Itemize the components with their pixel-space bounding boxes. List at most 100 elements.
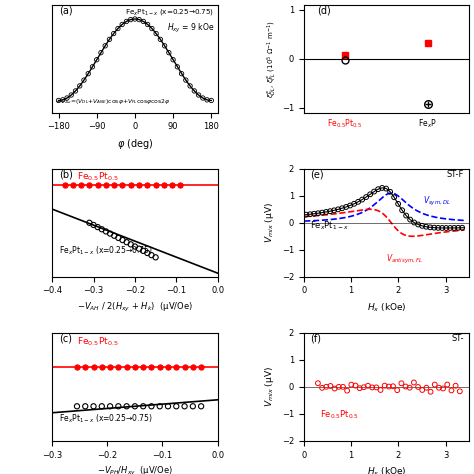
Point xyxy=(115,402,122,410)
Text: Fe$_{0.5}$Pt$_{0.5}$: Fe$_{0.5}$Pt$_{0.5}$ xyxy=(320,408,359,420)
Point xyxy=(438,224,446,232)
Text: $H_{xy}$ = 9 kOe: $H_{xy}$ = 9 kOe xyxy=(167,22,214,35)
Point xyxy=(131,364,139,371)
Point xyxy=(352,382,359,389)
Point xyxy=(123,18,130,25)
Point xyxy=(73,364,81,371)
Point xyxy=(148,402,155,410)
Point xyxy=(156,402,164,410)
Point xyxy=(97,49,105,56)
X-axis label: $H_x$ (kOe): $H_x$ (kOe) xyxy=(367,301,406,313)
Point xyxy=(82,364,89,371)
Point xyxy=(394,200,402,208)
Point xyxy=(106,230,114,237)
Point xyxy=(381,382,389,390)
Point xyxy=(347,381,355,389)
Point xyxy=(94,181,101,189)
Point xyxy=(135,245,143,253)
Text: (d): (d) xyxy=(317,6,331,16)
Point xyxy=(189,402,197,410)
Point xyxy=(73,402,81,410)
Point xyxy=(131,243,139,250)
Text: (b): (b) xyxy=(59,170,73,180)
Point xyxy=(77,181,85,189)
Point xyxy=(356,384,364,392)
Point xyxy=(63,94,71,102)
Point xyxy=(182,76,190,84)
Point xyxy=(61,181,68,189)
Point xyxy=(334,206,342,213)
Point xyxy=(189,364,197,371)
Point xyxy=(199,94,207,102)
Point xyxy=(197,402,205,410)
Point xyxy=(139,247,147,255)
Point xyxy=(360,383,368,391)
Point xyxy=(102,228,109,235)
Point xyxy=(374,185,382,193)
Point xyxy=(168,181,176,189)
Text: ST-: ST- xyxy=(452,334,465,343)
Point xyxy=(350,200,358,208)
Point xyxy=(93,56,100,64)
Point xyxy=(319,384,326,392)
Point xyxy=(439,385,447,392)
Point xyxy=(69,181,77,189)
Point xyxy=(98,226,106,233)
Point xyxy=(385,383,392,391)
Point xyxy=(131,15,139,23)
Point xyxy=(173,402,180,410)
Point xyxy=(346,202,354,210)
Point xyxy=(414,221,422,228)
Text: (c): (c) xyxy=(59,334,72,344)
Point xyxy=(115,364,122,371)
Point xyxy=(402,383,410,390)
Point xyxy=(127,16,135,23)
Point xyxy=(452,382,459,390)
Point xyxy=(161,42,168,50)
Point xyxy=(144,181,151,189)
Point xyxy=(338,204,346,212)
Point xyxy=(447,224,454,232)
Point xyxy=(106,402,114,410)
Text: Fe$_{0.5}$Pt$_{0.5}$: Fe$_{0.5}$Pt$_{0.5}$ xyxy=(77,171,118,183)
Point xyxy=(322,208,330,216)
Point xyxy=(373,383,380,391)
Point xyxy=(156,364,164,371)
Point xyxy=(391,193,398,201)
Point xyxy=(314,210,322,217)
Point xyxy=(118,21,126,28)
Point xyxy=(110,30,118,37)
Point xyxy=(173,63,181,71)
Point xyxy=(173,364,180,371)
X-axis label: $-V_{AH}$ / 2($H_{xy}$ + $H_k$)  (μV/Oe): $-V_{AH}$ / 2($H_{xy}$ + $H_k$) (μV/Oe) xyxy=(77,301,193,314)
Point xyxy=(426,224,434,231)
Point xyxy=(398,207,406,214)
Point xyxy=(435,384,443,392)
Point xyxy=(164,364,172,371)
Point xyxy=(178,70,185,77)
Point xyxy=(110,181,118,189)
Point xyxy=(152,254,159,261)
Point xyxy=(127,181,135,189)
Point xyxy=(86,219,93,227)
Point xyxy=(181,402,188,410)
Point xyxy=(195,91,202,99)
Point xyxy=(406,384,413,392)
Point xyxy=(377,386,384,394)
Point xyxy=(59,96,66,104)
Point xyxy=(164,402,172,410)
Point xyxy=(90,402,97,410)
Point xyxy=(123,402,130,410)
Point xyxy=(450,224,458,232)
Point xyxy=(106,364,114,371)
Point xyxy=(123,238,130,246)
Point xyxy=(339,383,347,391)
Point xyxy=(90,221,97,229)
Point xyxy=(327,382,334,390)
Point xyxy=(76,82,83,90)
Point xyxy=(366,191,374,198)
Point xyxy=(442,224,450,232)
Point xyxy=(94,223,101,231)
Y-axis label: $V_{mix}$ (μV): $V_{mix}$ (μV) xyxy=(263,366,276,407)
Point xyxy=(370,188,378,195)
